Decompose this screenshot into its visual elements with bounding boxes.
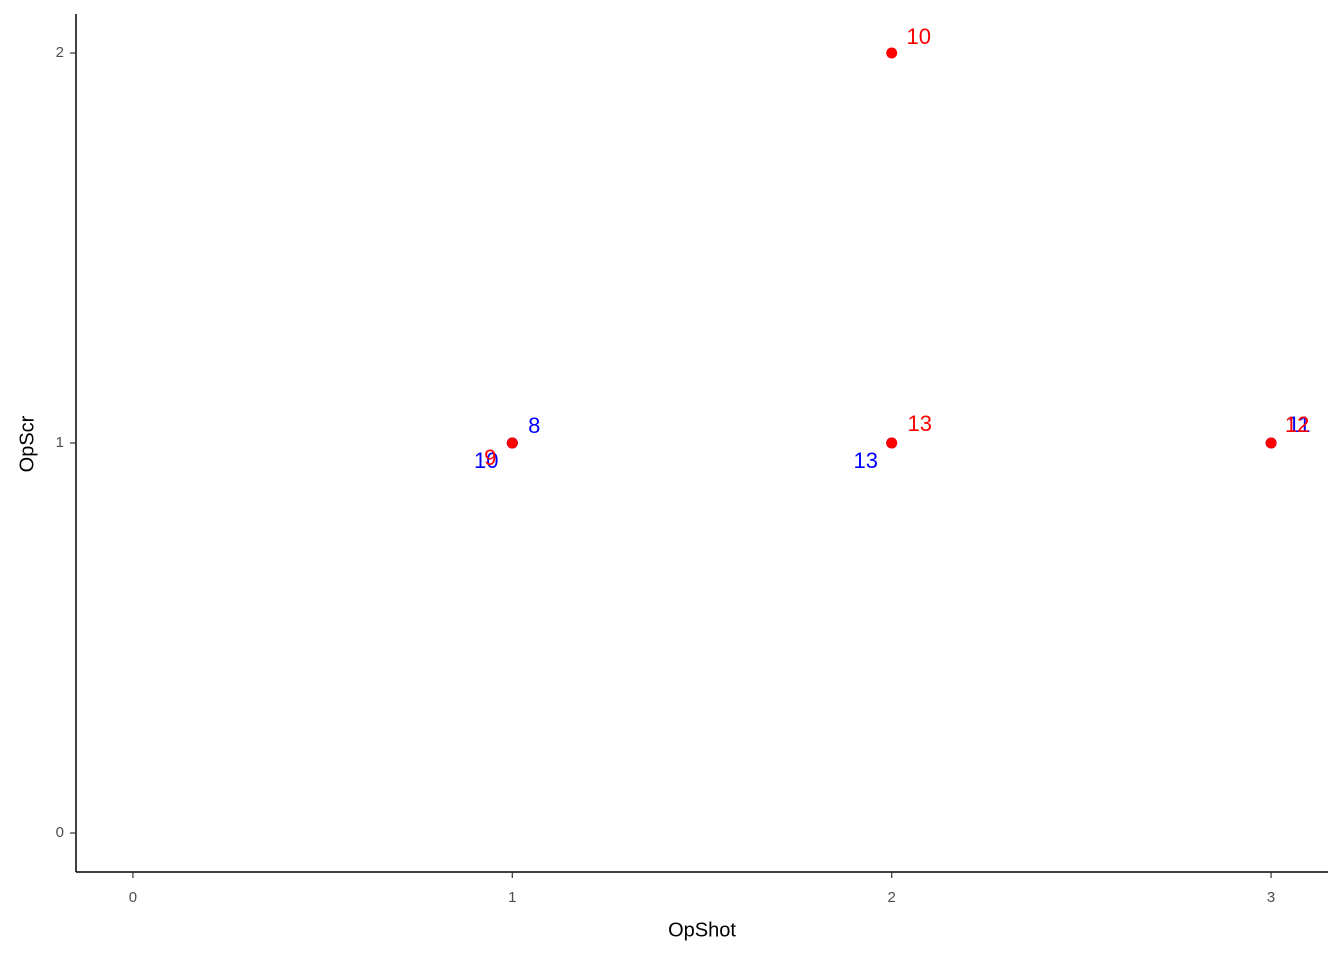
x-tick-label: 2	[888, 889, 896, 906]
point-label: 11	[1288, 412, 1311, 437]
x-axis-title: OpShot	[668, 919, 736, 941]
point-label: 12	[1285, 412, 1309, 437]
point-label: 10	[474, 448, 498, 473]
y-axis-title: OpScr	[16, 415, 38, 472]
point-label: 8	[528, 413, 540, 438]
point-label: 9	[484, 445, 496, 470]
point	[1265, 437, 1277, 449]
point	[886, 437, 898, 449]
point-label: 10	[906, 24, 930, 49]
point-label: 13	[907, 411, 931, 436]
y-tick-label: 1	[56, 434, 64, 451]
y-tick-label: 0	[56, 824, 64, 841]
point	[886, 47, 898, 59]
point-label: 13	[853, 448, 877, 473]
x-tick-label: 1	[508, 889, 516, 906]
point	[506, 437, 518, 449]
y-tick-label: 2	[56, 44, 64, 61]
x-tick-label: 0	[129, 889, 137, 906]
x-tick-label: 3	[1267, 889, 1275, 906]
